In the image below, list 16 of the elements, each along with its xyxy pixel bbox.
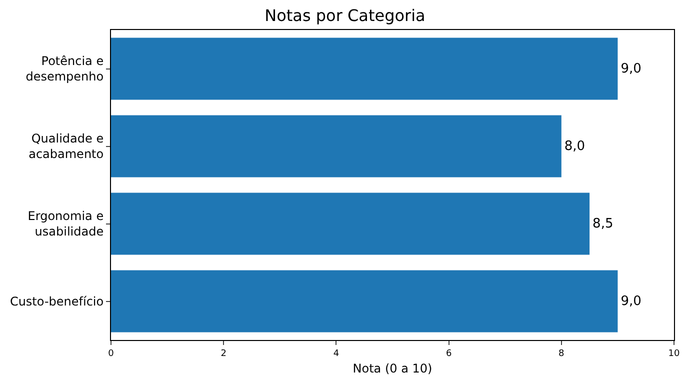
x-tick-label: 10 [668, 348, 680, 359]
y-tick-label: Ergonomia e usabilidade [28, 209, 104, 239]
x-tick-label: 2 [220, 348, 226, 359]
x-axis-title: Nota (0 a 10) [352, 362, 432, 376]
data-label: 8,0 [564, 138, 586, 154]
x-tick-label: 0 [108, 348, 114, 359]
x-tick-label: 4 [333, 348, 340, 359]
data-label: 8,5 [592, 216, 614, 232]
y-tick-label: Qualidade e acabamento [28, 132, 104, 162]
data-label: 9,0 [620, 294, 642, 309]
x-tick-label: 8 [558, 348, 565, 359]
data-label: 9,0 [620, 61, 642, 76]
x-tick-label: 6 [446, 348, 452, 359]
chart-title: Notas por Categoria [264, 6, 426, 25]
y-tick-label: Potência e desempenho [26, 54, 104, 84]
y-tick-label: Custo-benefício [10, 294, 104, 308]
